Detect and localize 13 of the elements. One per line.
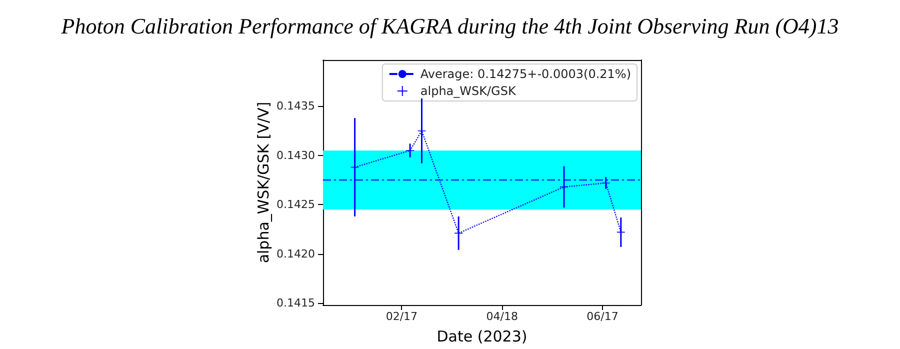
x-axis-title: Date (2023) (436, 328, 528, 346)
x-tick-label: 06/17 (586, 310, 618, 323)
y-tick-label: 0.1415 (276, 296, 315, 310)
y-tick-label: 0.1430 (276, 148, 315, 162)
legend-label: alpha_WSK/GSK (420, 84, 517, 98)
y-axis-title: alpha_WSK/GSK [V/V] (254, 102, 272, 264)
y-tick-label: 0.1435 (276, 100, 315, 113)
chart-title: Photon Calibration Performance of KAGRA during the 4th Joint Observing Run (O4)13 (60, 14, 839, 38)
y-tick-label: 0.1420 (276, 247, 315, 260)
x-tick-label: 04/18 (486, 310, 518, 323)
legend-label: Average: 0.14275+-0.0003(0.21%) (420, 67, 632, 81)
y-tick-label: 0.1425 (276, 198, 315, 212)
x-tick-label: 02/17 (386, 310, 418, 323)
